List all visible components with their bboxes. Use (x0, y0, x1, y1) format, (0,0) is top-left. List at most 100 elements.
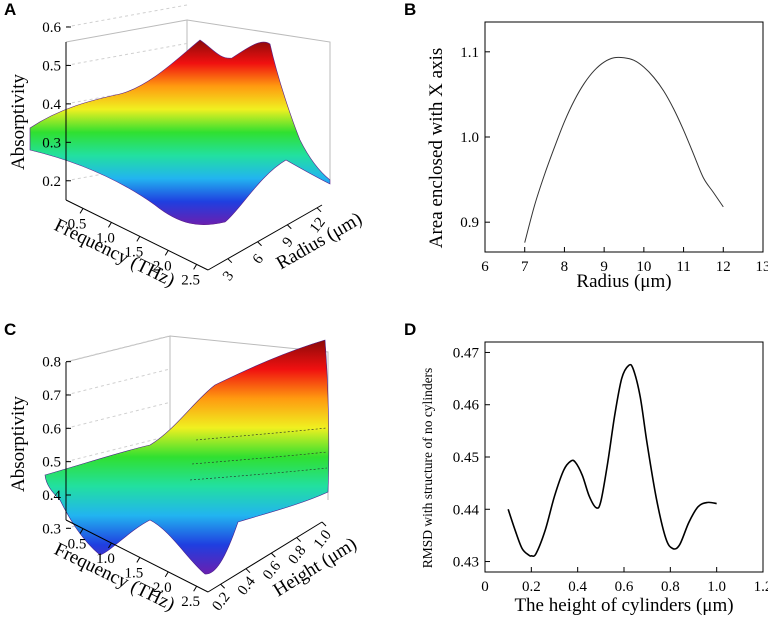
chart-b-xtick-label: 9 (600, 259, 608, 275)
chart-b-ytick-label: 1.0 (460, 130, 479, 146)
chart-b-xtick-label: 11 (676, 259, 690, 275)
panel-label-d: D (404, 320, 417, 339)
chart-a-xtick-mark (108, 222, 112, 228)
chart-a-ytick-mark (227, 258, 233, 264)
chart-c-ztick-label: 0.4 (42, 488, 61, 504)
chart-c-x-axis (65, 519, 209, 593)
chart-c-back-wall (65, 335, 171, 430)
chart-c-axes (65, 362, 323, 593)
chart-d-xtick-label: 1.2 (754, 579, 768, 595)
chart-a-z-label: Absorptivity (8, 73, 29, 170)
chart-c-ztick-label: 0.7 (42, 388, 61, 404)
chart-d-y-label: RMSD with structure of no cylinders (420, 368, 435, 569)
chart-c: 0.30.40.50.60.70.80.51.01.52.02.5 0.20.40… (8, 335, 361, 615)
chart-c-ztick-label: 0.8 (42, 355, 61, 371)
chart-a-x-label: Frequency (THz) (51, 215, 178, 291)
chart-a-xtick-label: 2.5 (181, 272, 200, 288)
chart-d-xtick-label: 0.8 (661, 579, 680, 595)
chart-a-xtick-label: 2.0 (153, 258, 172, 274)
chart-a-xtick-mark (164, 250, 169, 256)
chart-c-ztick-label: 0.6 (42, 421, 61, 437)
chart-d-xtick-label: 0.4 (568, 579, 587, 595)
chart-b-xtick-label: 10 (636, 259, 651, 275)
chart-a-ztick-label: 0.3 (42, 135, 61, 151)
chart-b-y-label: Area enclosed with X axis (426, 48, 447, 249)
chart-b: 6 7 8 9 10 11 12 13 0.9 1.0 1.1 Radius (μm) Area e… (426, 21, 768, 292)
chart-b-x-label: Radius (μm) (576, 271, 671, 292)
chart-d-ytick-label: 0.46 (453, 398, 480, 414)
chart-c-xtick-mark (108, 542, 112, 549)
chart-a-x-axis (65, 199, 209, 271)
chart-b-ytick-label: 0.9 (460, 215, 479, 231)
chart-c-xtick-label: 1.0 (96, 551, 115, 567)
chart-a-ztick-label: 0.6 (42, 20, 61, 36)
chart-d-xtick-label: 1.0 (707, 579, 726, 595)
chart-a-surface (29, 39, 331, 226)
chart-a-ytick-label: 6 (250, 251, 268, 267)
chart-b-xtick-label: 6 (481, 259, 489, 275)
chart-c-contour-3 (189, 467, 328, 481)
chart-b-xtick-label: 13 (756, 259, 768, 275)
chart-a-xtick-mark (79, 208, 84, 214)
chart-a-ytick-mark (316, 207, 322, 213)
chart-a-ytick-label: 3 (220, 268, 237, 284)
chart-a-zgrid-line (65, 4, 188, 28)
chart-c-ztick-label: 0.3 (42, 521, 61, 537)
chart-a-side-wall (186, 19, 331, 180)
chart-a-axes (65, 42, 323, 271)
chart-c-y-axis (207, 521, 323, 593)
chart-c-ytick-mark (296, 537, 302, 542)
chart-a-zgrid-line (65, 42, 188, 66)
chart-b-frame (484, 21, 764, 253)
chart-c-xtick-label: 1.5 (124, 565, 143, 581)
chart-b-ytick-label: 1.1 (460, 45, 479, 61)
chart-b-xtick-label: 7 (521, 259, 529, 275)
chart-b-ticks: 6 7 8 9 10 11 12 13 0.9 1.0 1.1 (460, 45, 768, 275)
chart-c-xtick-mark (193, 585, 198, 592)
chart-c-xtick-label: 2.0 (153, 580, 172, 596)
chart-c-zgrid-line (65, 368, 171, 396)
chart-a-xtick-label: 1.5 (124, 244, 143, 260)
chart-c-xtick-mark (79, 528, 84, 534)
chart-c-xtick-mark (164, 571, 169, 578)
chart-d-series-rmsd (507, 363, 717, 558)
chart-a-ztick-label: 0.4 (42, 97, 61, 113)
chart-c-ytick-mark (220, 583, 226, 589)
chart-c-zgrid-line (65, 401, 171, 429)
chart-d-ytick-label: 0.44 (453, 502, 480, 518)
chart-d-xtick-label: 0.6 (615, 579, 634, 595)
chart-c-xtick-label: 0.5 (68, 537, 87, 553)
chart-a-y-axis (207, 204, 323, 271)
panel-label-c: C (4, 320, 17, 339)
chart-c-xtick-label: 2.5 (181, 594, 200, 610)
chart-d-ticks: 0 0.2 0.4 0.6 0.8 1.0 1.2 0.43 0.44 0.45 0.46 0.47 (453, 345, 768, 595)
chart-d-xtick-label: 0.2 (522, 579, 541, 595)
chart-c-ytick-mark (321, 521, 327, 527)
chart-c-ztick-label: 0.5 (42, 455, 61, 471)
chart-c-ytick-mark (245, 568, 251, 574)
chart-c-contours (189, 427, 328, 481)
chart-b-xtick-label: 8 (561, 259, 569, 275)
chart-d: 00.20.40.60.81.01.20.430.440.450.460.47 … (420, 341, 768, 616)
chart-a-ytick-mark (286, 224, 292, 230)
chart-d-ytick-label: 0.45 (453, 450, 479, 466)
chart-c-contour-2 (191, 451, 328, 465)
chart-a-ztick-label: 0.2 (42, 174, 61, 190)
chart-c-surface (44, 339, 330, 575)
chart-a-xtick-label: 0.5 (68, 216, 87, 232)
chart-d-ytick-label: 0.47 (453, 345, 480, 361)
chart-c-ytick-mark (270, 552, 276, 558)
chart-a-ztick-label: 0.5 (42, 58, 61, 74)
chart-a-xtick-mark (136, 236, 141, 242)
chart-c-z-label: Absorptivity (8, 395, 29, 492)
panel-label-b: B (404, 0, 417, 19)
chart-b-series-area (524, 56, 724, 243)
chart-d-ytick-label: 0.43 (453, 555, 479, 571)
chart-c-ytick-label: 0.2 (209, 589, 233, 614)
chart-d-xtick-label: 0 (481, 579, 489, 595)
chart-a-ytick-mark (257, 241, 262, 247)
chart-d-x-label: The height of cylinders (μm) (514, 595, 733, 616)
